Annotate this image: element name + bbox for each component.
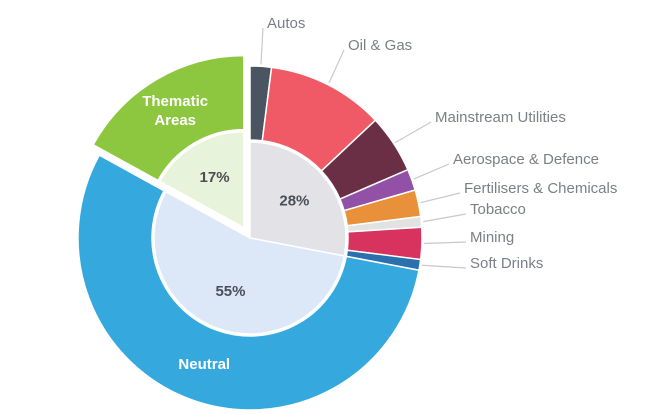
inside-label: Neutral [178, 356, 230, 373]
inner-label: 28% [279, 192, 309, 209]
label-line: Thematic [142, 93, 208, 110]
leader-line [420, 192, 461, 204]
leader-line [395, 121, 432, 143]
leader-line [423, 241, 467, 245]
leader-line [423, 213, 467, 223]
leader-line [328, 49, 345, 84]
leader-line [260, 27, 264, 65]
outer-slice [77, 154, 420, 411]
outer-label: Aerospace & Defence [453, 151, 599, 168]
outer-label: Tobacco [470, 201, 526, 218]
outer-slice [92, 54, 245, 182]
inside-label: Thematic Areas [142, 93, 208, 129]
outer-label: Soft Drinks [470, 255, 543, 272]
inner-label: 17% [200, 169, 230, 186]
leader-line [413, 163, 450, 180]
outer-label: Mining [470, 229, 514, 246]
label-line: Areas [154, 112, 196, 129]
inner-slice [158, 130, 245, 229]
inner-label: 55% [215, 283, 245, 300]
outer-label: Fertilisers & Chemicals [464, 180, 617, 197]
outer-label: Autos [267, 15, 305, 32]
outer-label: Oil & Gas [348, 37, 412, 54]
inner-slice [249, 141, 347, 257]
inner-slice [153, 190, 346, 335]
outer-label: Mainstream Utilities [435, 109, 566, 126]
leader-line [421, 264, 467, 269]
